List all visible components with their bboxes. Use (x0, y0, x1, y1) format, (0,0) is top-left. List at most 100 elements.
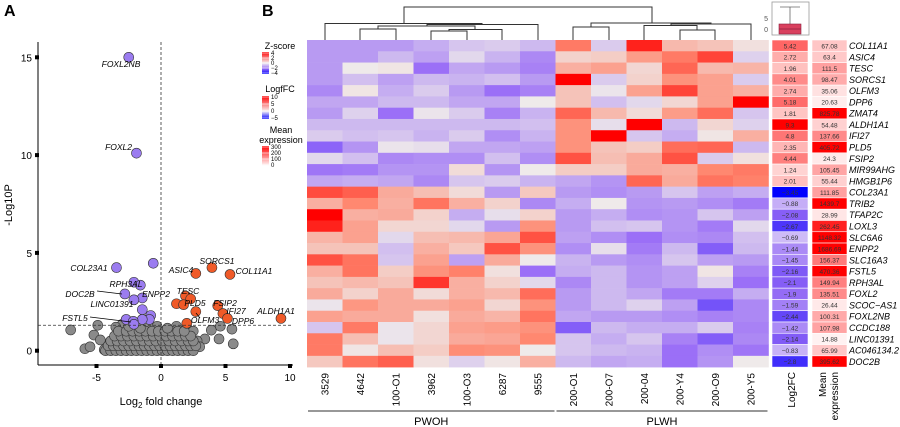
heatmap-cell (307, 186, 343, 199)
heatmap-cell (520, 118, 556, 131)
heatmap-cell (626, 96, 663, 108)
log2fc-value: −0.69 (782, 235, 799, 242)
legend-mean-title-line1: Mean (270, 125, 293, 135)
heatmap-cell (449, 96, 485, 108)
heatmap-cell (484, 197, 521, 210)
mean-expression-value: 63.4 (823, 55, 836, 62)
heatmap-cell (697, 164, 734, 176)
x-label-rest: fold change (142, 396, 202, 408)
y-tick (35, 348, 39, 353)
legend-logfc-bar (262, 96, 269, 119)
sample-column-label: 200-Y4 (675, 373, 686, 406)
mean-column-header-line1: Mean (818, 372, 829, 397)
heatmap-cell (307, 118, 343, 131)
mean-expression-value: 20.63 (821, 100, 838, 107)
mean-expression-value: 14.88 (821, 337, 838, 344)
heatmap-cell (307, 107, 343, 120)
legend-tick-label: 2 (271, 56, 275, 62)
point-downregulated (147, 257, 159, 269)
heatmap-cell (555, 231, 592, 244)
heatmap-cell (484, 96, 521, 108)
sample-column-label: 3962 (427, 373, 438, 396)
heatmap-cell (591, 322, 627, 334)
point-upregulated (224, 269, 236, 280)
heatmap-cell (342, 96, 379, 108)
heatmap-cell (733, 231, 769, 244)
mean-expression-value: 100.31 (820, 314, 840, 321)
legend-tick-label: 0 (271, 61, 275, 67)
heatmap-cell (520, 186, 556, 199)
mean-expression-value: 111.85 (820, 190, 839, 197)
heatmap-cell (449, 152, 485, 165)
sample-column-label: 100-O1 (391, 373, 402, 407)
heatmap-cell (449, 288, 485, 300)
heatmap-cell (733, 243, 769, 255)
gene-label: OLFM3 (191, 315, 220, 325)
gene-row-label: COL23A1 (849, 188, 889, 198)
heatmap-cell (484, 141, 521, 154)
log2fc-column-header: Log2FC (787, 372, 798, 408)
column-labels: 3529 4642 100-O1 3962 100-O3 6287 9555 200-O1 20… (320, 373, 757, 407)
heatmap-cell (413, 254, 450, 266)
heatmap-cell (555, 254, 592, 266)
gene-row-label: RPH3AL (849, 278, 884, 288)
heatmap-cell (733, 85, 769, 97)
heatmap-cell (591, 299, 627, 312)
heatmap-cell (378, 175, 414, 187)
heatmap-cell (555, 299, 592, 312)
point-not-significant (95, 334, 106, 346)
gene-label: PLD5 (184, 298, 206, 308)
volcano-points (65, 51, 287, 357)
heatmap-cell (520, 62, 556, 75)
heatmap-cell (591, 85, 627, 97)
heatmap-cell (662, 355, 698, 368)
heatmap-cell (307, 288, 343, 300)
heatmap-cell (413, 288, 450, 300)
heatmap-cell (697, 197, 734, 210)
heatmap-cell (697, 186, 734, 199)
heatmap-cell (733, 164, 769, 176)
x-tick (159, 364, 163, 368)
heatmap-cell (733, 220, 769, 233)
point-not-significant (226, 323, 238, 335)
heatmap-cell (378, 197, 414, 210)
y-tick-label: 5 (26, 249, 32, 260)
heatmap-cell (378, 288, 414, 300)
y-tick (35, 153, 39, 158)
heatmap-cell (413, 310, 450, 323)
heatmap-cell (591, 209, 627, 221)
heatmap-cell (484, 164, 521, 176)
heatmap-cell (555, 175, 592, 187)
point-upregulated (178, 299, 189, 311)
heatmap-cell (697, 130, 734, 142)
heatmap-cell (555, 310, 592, 323)
heatmap-cell (555, 276, 592, 289)
heatmap-cell (520, 299, 556, 312)
heatmap-cell (626, 209, 663, 221)
heatmap-cell (662, 130, 698, 142)
point-upregulated (190, 268, 202, 279)
gene-label: FOXL2NB (102, 59, 141, 69)
heatmap-cell (307, 310, 343, 323)
legend-tick-label: 10 (271, 95, 278, 101)
heatmap-cell (413, 344, 450, 357)
heatmap-cell (555, 333, 592, 345)
gene-row-label: DPP6 (849, 97, 873, 107)
heatmap-cell (555, 85, 592, 97)
mean-expression-value: 26.44 (821, 303, 838, 310)
heatmap-cell (520, 130, 556, 142)
heatmap-cell (342, 344, 379, 357)
point-not-significant (92, 319, 104, 331)
heatmap-cell (307, 276, 343, 289)
log2fc-value: −1.59 (782, 303, 799, 310)
heatmap-cell (342, 220, 379, 233)
heatmap-cell (591, 254, 627, 266)
heatmap-cell (697, 220, 734, 233)
heatmap-cell (449, 299, 485, 312)
heatmap-cell (626, 186, 663, 199)
heatmap-cell (449, 175, 485, 187)
heatmap-cell (484, 40, 521, 52)
heatmap-cell (449, 186, 485, 199)
heatmap-cell (378, 62, 414, 75)
gene-row-label: TFAP2C (849, 210, 883, 220)
